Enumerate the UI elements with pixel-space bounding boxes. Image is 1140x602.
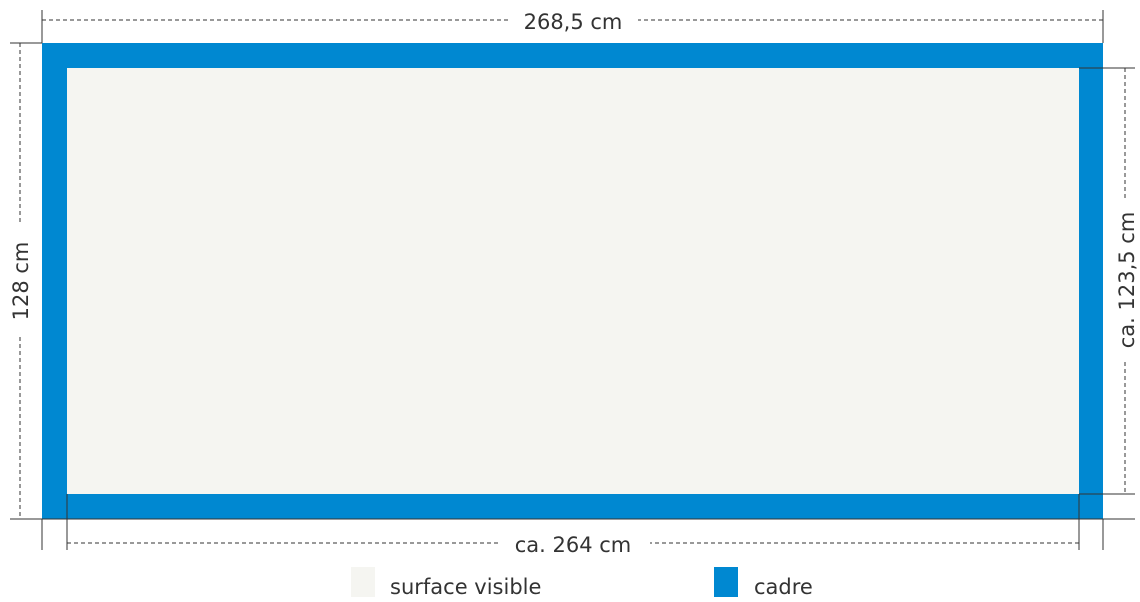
label-bg xyxy=(508,8,638,34)
legend-swatch xyxy=(714,567,738,597)
label-bg xyxy=(500,531,650,557)
dimension-label: ca. 264 cm xyxy=(515,533,632,557)
dimension-label: 128 cm xyxy=(9,242,33,321)
label-bg xyxy=(8,225,34,335)
visible-surface xyxy=(67,68,1079,494)
legend-label: cadre xyxy=(754,575,813,598)
legend-label: surface visible xyxy=(390,575,541,598)
label-bg xyxy=(1113,200,1139,360)
dimension-label: 268,5 cm xyxy=(524,10,623,34)
legend-swatch xyxy=(351,567,375,597)
dimension-label: ca. 123,5 cm xyxy=(1115,212,1139,349)
